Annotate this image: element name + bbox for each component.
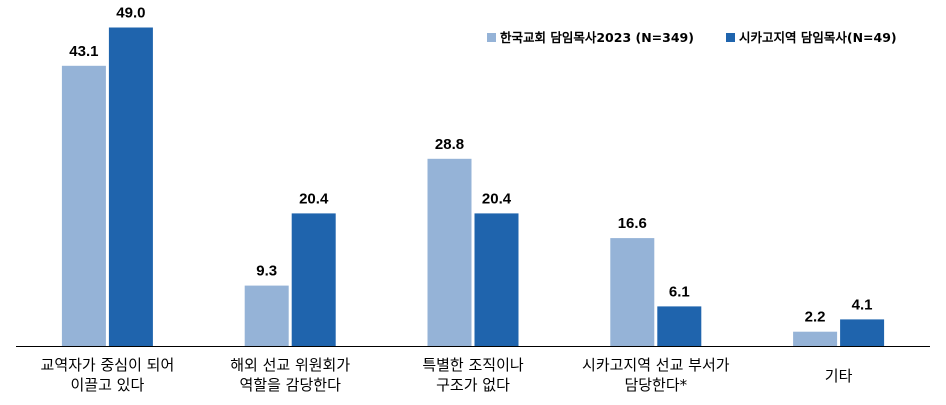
- category-label-3-line2: 구조가 없다: [436, 376, 510, 394]
- legend-label-1: 한국교회 담임목사2023 (N=349): [500, 30, 694, 45]
- value-label-series1-cat5: 2.2: [805, 309, 826, 326]
- value-label-series1-cat1: 43.1: [69, 43, 98, 60]
- value-label-series1-cat3: 28.8: [435, 136, 464, 153]
- bars-group: [61, 27, 885, 347]
- category-label-3-line1: 특별한 조직이나: [422, 356, 524, 374]
- legend-label-2: 시카고지역 담임목사(N=49): [739, 30, 897, 45]
- bar-series1-cat2: [244, 285, 289, 347]
- category-label-2-line1: 해외 선교 위원회가: [230, 356, 350, 374]
- legend-swatch-1: [487, 33, 496, 42]
- value-label-series2-cat3: 20.4: [482, 190, 512, 207]
- bar-series2-cat4: [657, 306, 702, 346]
- bar-series1-cat1: [61, 65, 106, 347]
- category-label-5-line1: 기타: [825, 367, 853, 385]
- bar-series2-cat2: [291, 213, 336, 346]
- category-label-4-line1: 시카고지역 선교 부서가: [582, 356, 730, 374]
- bar-series2-cat5: [840, 319, 885, 346]
- legend: 한국교회 담임목사2023 (N=349) 시카고지역 담임목사(N=49): [487, 30, 897, 45]
- bar-series2-cat3: [474, 213, 519, 346]
- category-label-2-line2: 역할을 감당한다: [240, 376, 342, 394]
- bar-series2-cat1: [108, 27, 153, 346]
- value-label-series1-cat2: 9.3: [256, 263, 277, 280]
- bar-series1-cat3: [427, 158, 472, 346]
- value-label-series2-cat1: 49.0: [116, 5, 145, 22]
- category-label-4-line2: 담당한다*: [624, 376, 687, 394]
- value-label-series2-cat5: 4.1: [852, 296, 873, 313]
- value-label-series2-cat2: 20.4: [299, 190, 329, 207]
- category-label-1-line2: 이끌고 있다: [71, 376, 145, 394]
- value-label-series2-cat4: 6.1: [669, 283, 690, 300]
- value-labels-group: 43.1 49.0 9.3 20.4 28.8 20.4 16.6 6.1 2.2 4.1: [69, 5, 872, 326]
- bar-series1-cat5: [793, 331, 838, 346]
- legend-swatch-2: [726, 33, 735, 42]
- category-label-1-line1: 교역자가 중심이 되어: [41, 356, 175, 374]
- value-label-series1-cat4: 16.6: [618, 215, 647, 232]
- bar-series1-cat4: [610, 238, 655, 346]
